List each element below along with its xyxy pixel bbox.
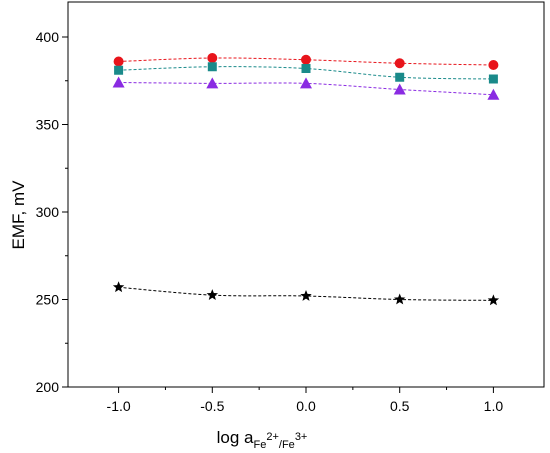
data-point [487, 294, 500, 306]
y-tick-label: 250 [36, 292, 60, 308]
data-point [207, 53, 218, 63]
series-star [112, 281, 500, 306]
x-axis-title-slash: /Fe [279, 439, 295, 451]
data-point [301, 64, 311, 73]
data-point [487, 88, 500, 100]
y-tick-label: 300 [36, 204, 60, 220]
data-point [393, 293, 406, 305]
y-axis-title: EMF, mV [9, 180, 28, 250]
x-axis-title: log aFe2+/Fe3+ [217, 428, 308, 451]
y-tick-label: 400 [36, 29, 60, 45]
data-point [206, 77, 219, 89]
data-point [207, 62, 217, 72]
axis-ticks: 200 250 300 350 400 -1.0 -0.5 0.0 0.5 1.0 [36, 29, 504, 414]
data-point [114, 65, 124, 75]
x-tick-label: 0.5 [390, 398, 410, 414]
x-tick-label: -1.0 [107, 398, 131, 414]
data-point [112, 76, 125, 88]
data-point [113, 56, 124, 67]
data-point [488, 60, 499, 70]
data-point [488, 74, 498, 84]
series-circle [113, 53, 499, 70]
series-square [114, 62, 498, 84]
x-tick-label: 0.0 [296, 398, 316, 414]
data-point [300, 77, 312, 89]
y-tick-label: 350 [36, 117, 60, 133]
data-point [112, 281, 125, 293]
x-axis-title-sup2: 3+ [295, 431, 308, 443]
x-tick-label: -0.5 [200, 398, 224, 414]
x-axis-title-main: log a [217, 428, 254, 447]
x-axis-title-sup1: 2+ [266, 431, 279, 443]
data-point [206, 289, 219, 300]
data-point [395, 72, 405, 82]
data-point [393, 83, 406, 95]
x-axis-title-sub: Fe [254, 439, 267, 451]
x-tick-label: 1.0 [484, 398, 504, 414]
series-triangle [112, 76, 500, 100]
data-point [300, 290, 312, 301]
series-layer [112, 53, 500, 306]
y-tick-label: 200 [36, 379, 60, 395]
data-point [394, 58, 405, 69]
data-point [301, 54, 311, 65]
